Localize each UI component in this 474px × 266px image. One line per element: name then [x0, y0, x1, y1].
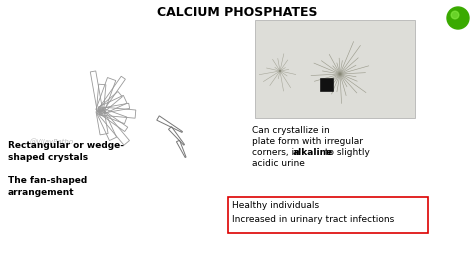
Text: alkaline: alkaline — [292, 148, 333, 157]
Text: plate form with irregular: plate form with irregular — [252, 137, 363, 146]
Text: Healthy individuals: Healthy individuals — [232, 201, 319, 210]
Text: Increased in urinary tract infections: Increased in urinary tract infections — [232, 215, 394, 224]
FancyBboxPatch shape — [255, 20, 415, 118]
Text: Rectangular or wedge-
shaped crystals: Rectangular or wedge- shaped crystals — [8, 141, 124, 162]
Text: @VijayPatho: @VijayPatho — [30, 138, 74, 145]
FancyBboxPatch shape — [228, 197, 428, 233]
Text: CALCIUM PHOSPHATES: CALCIUM PHOSPHATES — [157, 6, 317, 19]
Text: Can crystallize in: Can crystallize in — [252, 126, 330, 135]
Circle shape — [451, 11, 459, 19]
Text: to slightly: to slightly — [322, 148, 370, 157]
Circle shape — [447, 7, 469, 29]
Text: acidic urine: acidic urine — [252, 159, 305, 168]
Bar — [320, 78, 333, 91]
Text: The fan-shaped
arrangement: The fan-shaped arrangement — [8, 176, 87, 197]
Text: corners, in: corners, in — [252, 148, 303, 157]
